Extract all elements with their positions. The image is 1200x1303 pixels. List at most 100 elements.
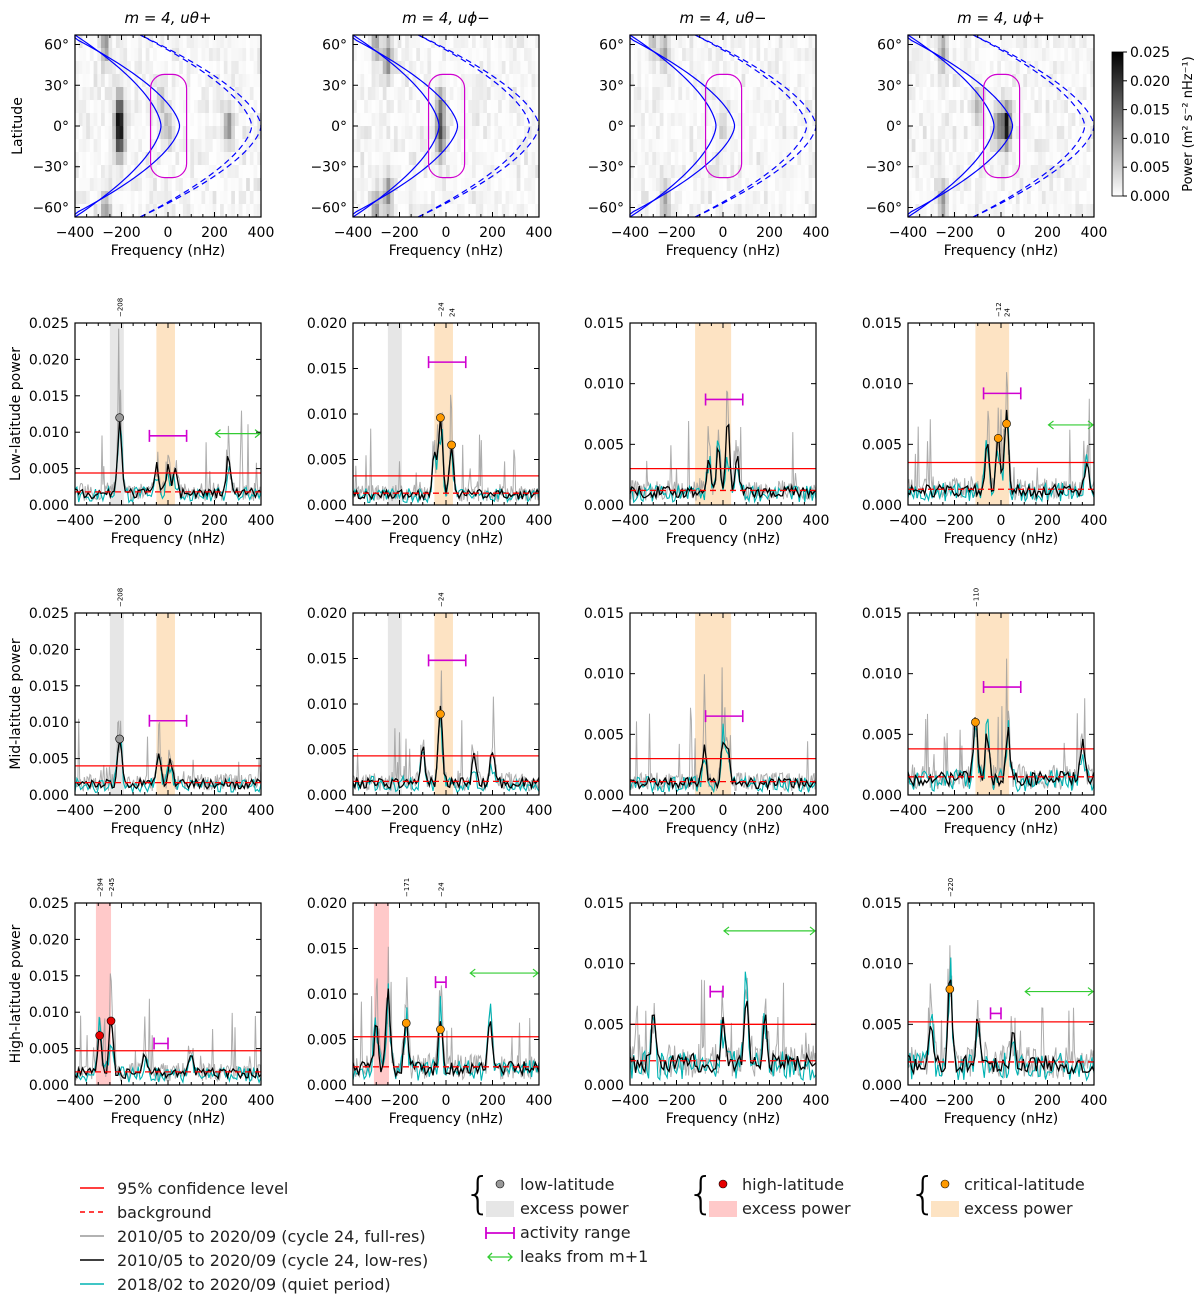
heatmap-cell bbox=[138, 139, 143, 153]
heatmap-cell bbox=[238, 178, 243, 192]
heatmap-cell bbox=[501, 152, 506, 166]
heatmap-cell bbox=[1071, 152, 1076, 166]
heatmap-cell bbox=[989, 191, 994, 205]
heatmap-cell bbox=[1015, 48, 1020, 62]
heatmap-cell bbox=[741, 87, 746, 101]
heatmap-cell bbox=[1067, 178, 1073, 192]
x-tick-label: −200 bbox=[657, 513, 695, 529]
heatmap-cell bbox=[535, 74, 540, 88]
critical-latitude-curve bbox=[352, 35, 459, 217]
heatmap-cell bbox=[516, 87, 521, 101]
heatmap-cell bbox=[401, 165, 406, 179]
heatmap-cell bbox=[145, 152, 150, 166]
heatmap-cell bbox=[475, 61, 480, 75]
heatmap-cell bbox=[1019, 165, 1024, 179]
heatmap-cell bbox=[1045, 126, 1050, 140]
heatmap-cell bbox=[663, 139, 668, 153]
heatmap-cell bbox=[808, 100, 813, 114]
heatmap-cell bbox=[745, 87, 750, 101]
heatmap-cell bbox=[1034, 87, 1039, 101]
heatmap-cell bbox=[1041, 87, 1047, 101]
heatmap-cell bbox=[520, 61, 525, 75]
x-tick-label: 200 bbox=[201, 803, 228, 819]
x-tick-label: 200 bbox=[479, 1093, 506, 1109]
heatmap-cell bbox=[767, 87, 772, 101]
heatmap-cell bbox=[812, 74, 817, 88]
heatmap-cell bbox=[786, 165, 791, 179]
heatmap-cell bbox=[475, 113, 480, 127]
heatmap-cell bbox=[360, 152, 365, 166]
heatmap-cell bbox=[234, 48, 240, 62]
excess-power-band bbox=[695, 323, 732, 505]
heatmap-cell bbox=[1067, 35, 1073, 49]
heatmap-cell bbox=[386, 178, 391, 192]
heatmap-cell bbox=[1071, 35, 1076, 49]
heatmap-cell bbox=[78, 152, 83, 166]
heatmap-cell bbox=[711, 126, 716, 140]
x-tick-label: 400 bbox=[1081, 803, 1108, 819]
heatmap-cell bbox=[494, 178, 499, 192]
heatmap-cell bbox=[1038, 139, 1043, 153]
heatmap-cell bbox=[527, 87, 532, 101]
heatmap-cell bbox=[171, 61, 176, 75]
heatmap-cell bbox=[153, 74, 158, 88]
heatmap-cell bbox=[730, 152, 735, 166]
heatmap-cell bbox=[156, 204, 161, 218]
heatmap-cell bbox=[249, 165, 254, 179]
heatmap-cell bbox=[1049, 139, 1054, 153]
heatmap-cell bbox=[967, 35, 972, 49]
heatmap-cell bbox=[682, 35, 687, 49]
heatmap-cell bbox=[919, 191, 924, 205]
heatmap-cell bbox=[115, 100, 121, 114]
heatmap-cell bbox=[460, 178, 465, 192]
heatmap-cell bbox=[741, 165, 746, 179]
colorbar-tick-label: 0.010 bbox=[1130, 131, 1170, 147]
heatmap-cell bbox=[922, 87, 927, 101]
heatmap-cell bbox=[416, 100, 421, 114]
heatmap-cell bbox=[763, 152, 769, 166]
heatmap-cell bbox=[1064, 178, 1069, 192]
heatmap-cell bbox=[1004, 61, 1009, 75]
heatmap-cell bbox=[516, 165, 521, 179]
x-axis-label: Frequency (nHz) bbox=[111, 1111, 225, 1127]
heatmap-cell bbox=[974, 48, 980, 62]
heatmap-cell bbox=[475, 100, 480, 114]
heatmap-cell bbox=[119, 204, 124, 218]
heatmap-cell bbox=[945, 204, 950, 218]
heatmap-cell bbox=[89, 113, 94, 127]
heatmap-cell bbox=[919, 61, 924, 75]
heatmap-cell bbox=[386, 139, 391, 153]
heatmap-cell bbox=[737, 178, 742, 192]
heatmap-cell bbox=[719, 48, 724, 62]
heatmap-cell bbox=[1086, 152, 1091, 166]
heatmap-cell bbox=[101, 61, 106, 75]
heatmap-cell bbox=[212, 152, 217, 166]
heatmap-cell bbox=[908, 165, 913, 179]
heatmap-cell bbox=[1090, 152, 1095, 166]
heatmap-cell bbox=[423, 100, 428, 114]
heatmap-cell bbox=[168, 35, 173, 49]
heatmap-cell bbox=[438, 100, 443, 114]
heatmap-cell bbox=[760, 204, 765, 218]
heatmap-cell bbox=[637, 165, 642, 179]
heatmap-cell bbox=[212, 35, 217, 49]
x-axis-label: Frequency (nHz) bbox=[666, 531, 780, 547]
heatmap-cell bbox=[682, 87, 687, 101]
y-tick-label: 0° bbox=[886, 119, 902, 135]
heatmap-cell bbox=[1079, 204, 1084, 218]
heatmap-cell bbox=[726, 152, 731, 166]
heatmap-cell bbox=[472, 139, 477, 153]
heatmap-cell bbox=[696, 113, 702, 127]
heatmap-cell bbox=[475, 35, 480, 49]
heatmap-cell bbox=[801, 178, 806, 192]
heatmap-cell bbox=[723, 48, 728, 62]
heatmap-cell bbox=[182, 100, 187, 114]
heatmap-cell bbox=[375, 204, 380, 218]
critical-latitude-curve bbox=[352, 34, 440, 218]
heatmap-cell bbox=[974, 178, 980, 192]
heatmap-cell bbox=[498, 35, 503, 49]
heatmap-cell bbox=[812, 100, 817, 114]
heatmap-cell bbox=[535, 178, 540, 192]
heatmap-cell bbox=[1038, 204, 1043, 218]
